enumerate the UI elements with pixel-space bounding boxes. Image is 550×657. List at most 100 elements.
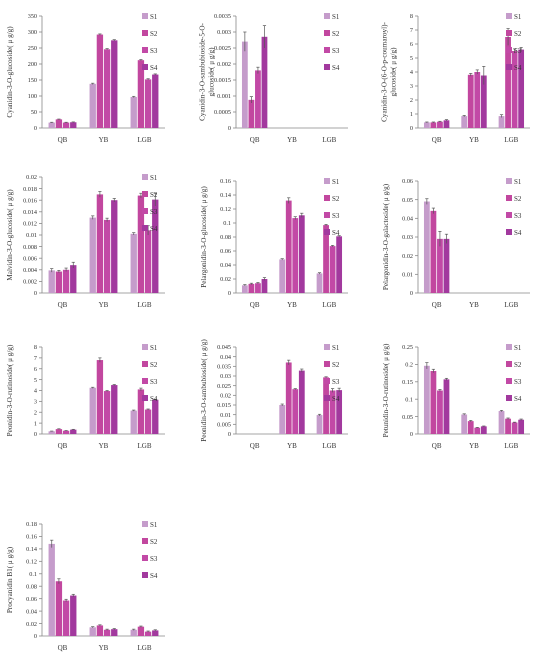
y-tick-label: 0.002: [217, 61, 231, 68]
y-tick-label: 0: [410, 290, 413, 297]
y-tick-label: 0.045: [217, 344, 231, 351]
bar-YB-S2: [285, 200, 292, 293]
legend-label: S1: [514, 344, 522, 352]
legend-swatch: [506, 13, 512, 19]
legend-swatch: [506, 361, 512, 367]
bar-YB-S4: [111, 385, 118, 434]
x-tick-label: LGB: [138, 301, 152, 309]
legend-swatch: [324, 30, 330, 36]
bar-QB-S4: [261, 36, 268, 128]
bar-QB-S1: [48, 543, 55, 636]
y-tick-label: 0.02: [26, 621, 37, 628]
y-axis-label: Cyanidin-3-O-(6-O-p-coumaroyl)-: [381, 21, 389, 121]
y-tick-label: 0.2: [405, 362, 413, 369]
bar-LGB-S3: [329, 246, 336, 293]
bar-YB-S3: [103, 49, 111, 128]
legend-label: S4: [150, 225, 158, 233]
y-tick-label: 5: [34, 377, 37, 384]
bar-LGB-S4: [336, 236, 343, 293]
bar-YB-S1: [461, 414, 468, 434]
y-tick-label: 3: [34, 399, 37, 406]
y-tick-label: 0.025: [217, 383, 231, 390]
bar-YB-S1: [89, 83, 96, 128]
bar-QB-S4: [443, 238, 450, 293]
bar-LGB-S1: [498, 411, 505, 434]
y-tick-label: 0: [34, 125, 37, 132]
legend-label: S2: [514, 361, 522, 369]
legend-swatch: [142, 378, 148, 384]
y-tick-label: 0.0005: [214, 109, 231, 116]
y-tick-label: 0.12: [220, 206, 231, 213]
legend-label: S4: [150, 572, 158, 580]
legend-swatch: [324, 344, 330, 350]
y-axis-label: Petunidin-3-O-rutinoside( μ g/g): [382, 343, 390, 437]
legend-swatch: [506, 64, 512, 70]
legend-label: S4: [514, 64, 522, 72]
y-tick-label: 0.02: [26, 174, 37, 181]
bar-YB-S3: [103, 629, 111, 636]
legend-swatch: [142, 225, 148, 231]
y-tick-label: 350: [28, 13, 37, 20]
bar-LGB-S2: [323, 225, 329, 293]
bar-LGB-S4: [152, 74, 159, 128]
x-tick-label: QB: [58, 644, 68, 652]
y-tick-label: 0.02: [220, 393, 231, 400]
y-tick-label: 0.0025: [214, 45, 231, 52]
y-tick-label: 0: [410, 431, 413, 438]
bar-QB-S4: [70, 595, 77, 636]
x-tick-label: QB: [432, 136, 442, 144]
y-tick-label: 50: [31, 109, 37, 116]
bar-YB-S3: [292, 218, 299, 293]
y-axis-label: Procyanidin B1( μ g/g): [6, 546, 14, 613]
y-tick-label: 2: [410, 97, 413, 104]
x-tick-label: QB: [250, 442, 260, 450]
y-tick-label: 8: [34, 344, 37, 351]
bar-YB-S4: [111, 629, 118, 636]
y-tick-label: 0.06: [402, 178, 413, 185]
x-tick-label: QB: [58, 136, 68, 144]
legend-label: S2: [150, 538, 158, 546]
y-axis-label: Malvidin-3-O-glucoside( μ g/g): [6, 189, 14, 281]
y-tick-label: 0.005: [217, 422, 231, 429]
bar-QB-S2: [430, 210, 437, 293]
chart-panel-9: 0 0.05 0.1 0.15 0.2 0.25 Petunidin-3-O-rutinos…: [382, 343, 530, 450]
chart-panel-7: 0 1 2 3 4 5 6 7 8 Peonidin-3-O-rutinoside( μ g/g)…: [6, 344, 165, 450]
x-tick-label: QB: [250, 136, 260, 144]
bar-QB-S2: [55, 429, 63, 434]
legend-label: S3: [150, 555, 158, 563]
bar-LGB-S2: [505, 37, 511, 128]
legend-swatch: [324, 195, 330, 201]
legend-label: S1: [332, 178, 340, 186]
y-tick-label: 4: [410, 69, 413, 76]
x-tick-label: YB: [469, 442, 479, 450]
y-axis-label: Cyanidin-3-O-sambubioside-5-O-: [199, 22, 207, 120]
legend-label: S2: [332, 30, 340, 38]
legend-label: S4: [150, 64, 158, 72]
bar-LGB-S4: [152, 199, 159, 293]
y-tick-label: 0.16: [220, 178, 231, 185]
legend-swatch: [324, 64, 330, 70]
legend-swatch: [142, 538, 148, 544]
bar-YB-S4: [480, 426, 487, 434]
y-tick-label: 0.0035: [214, 13, 231, 20]
y-axis-label: glucoside( μ g/g): [390, 47, 398, 97]
y-tick-label: 0.05: [402, 197, 413, 204]
y-axis-label: Pelargonidin-3-O-glucoside( μ g/g): [200, 186, 208, 288]
bar-QB-S1: [241, 41, 248, 128]
x-tick-label: QB: [58, 442, 68, 450]
bar-YB-S2: [96, 625, 104, 636]
bar-LGB-S2: [137, 195, 145, 293]
y-axis-label: Cyanidin-3-O-glucoside( μ g/g): [6, 26, 14, 118]
legend-label: S2: [332, 361, 340, 369]
bar-QB-S4: [70, 429, 77, 434]
legend-label: S3: [514, 47, 522, 55]
bar-LGB-S4: [336, 390, 343, 434]
legend-swatch: [142, 13, 148, 19]
y-tick-label: 0.03: [220, 373, 231, 380]
y-tick-label: 0.04: [220, 354, 231, 361]
legend-label: S3: [150, 378, 158, 386]
legend-swatch: [506, 378, 512, 384]
y-tick-label: 4: [34, 388, 37, 395]
